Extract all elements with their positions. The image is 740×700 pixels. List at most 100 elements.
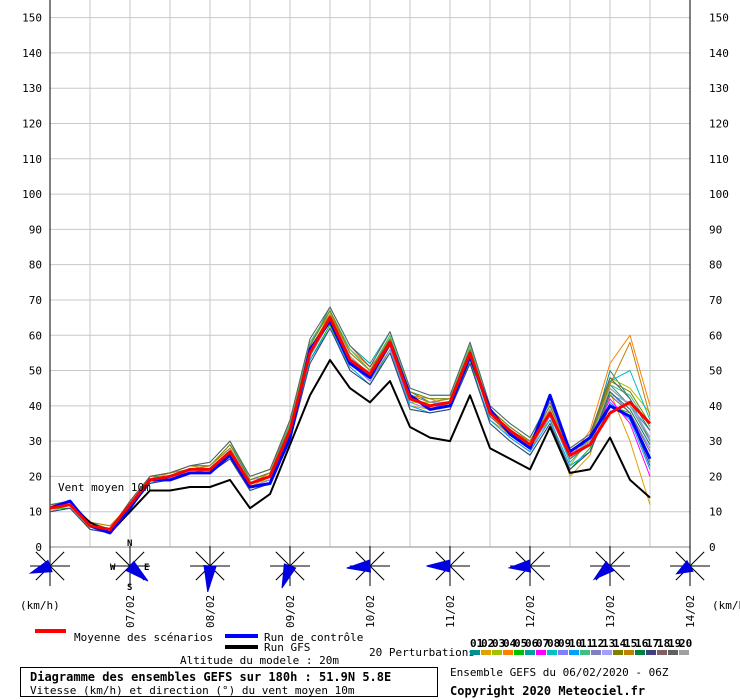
perturbation-id: 08 bbox=[547, 637, 560, 650]
x-tick-label: 10/02 bbox=[364, 595, 377, 628]
perturbation-id: 04 bbox=[503, 637, 517, 650]
rose-spoke bbox=[449, 565, 465, 581]
rose-spoke bbox=[289, 551, 305, 567]
wind-rose: N S E W bbox=[110, 539, 150, 593]
rose-spoke bbox=[529, 551, 545, 567]
compass-letter: S bbox=[127, 583, 132, 593]
y-tick-label-left: 150 bbox=[22, 12, 42, 25]
wind-unit-right: (km/h) bbox=[712, 599, 740, 612]
y-tick-label-left: 110 bbox=[22, 153, 42, 166]
perturbation-id: 07 bbox=[536, 637, 549, 650]
perturbation-id: 05 bbox=[514, 637, 527, 650]
series-line bbox=[49, 316, 652, 531]
info-box: Diagramme des ensembles GEFS sur 180h : … bbox=[20, 667, 438, 697]
wind-rose bbox=[670, 546, 710, 586]
y-tick-label-left: 120 bbox=[22, 118, 42, 131]
y-tick-label-left: 90 bbox=[29, 223, 42, 236]
perturbation-id: 01 bbox=[470, 637, 484, 650]
perturbation-swatch bbox=[492, 650, 502, 655]
y-tick-label-left: 30 bbox=[29, 435, 42, 448]
wind-rose bbox=[190, 546, 230, 593]
y-tick-label-left: 60 bbox=[29, 329, 42, 342]
wind-direction-wedge bbox=[507, 559, 532, 573]
perturbation-id: 16 bbox=[635, 637, 649, 650]
rose-spoke bbox=[209, 551, 225, 567]
rose-spoke bbox=[49, 565, 65, 581]
perturbation-swatch bbox=[580, 650, 590, 655]
perturbations-label: 20 Perturbations bbox=[369, 646, 475, 659]
perturbation-swatch bbox=[646, 650, 656, 655]
y-tick-label-right: 20 bbox=[709, 470, 722, 483]
rose-spoke bbox=[195, 551, 211, 567]
y-tick-label-right: 60 bbox=[709, 329, 722, 342]
perturbation-swatch bbox=[602, 650, 612, 655]
perturbation-id: 11 bbox=[580, 637, 594, 650]
perturbation-id: 18 bbox=[657, 637, 670, 650]
wind-direction-wedge bbox=[675, 559, 694, 575]
perturbation-swatch bbox=[657, 650, 667, 655]
perturbation-line bbox=[49, 306, 651, 530]
rose-spoke bbox=[49, 551, 65, 567]
rose-spoke bbox=[275, 551, 291, 567]
y-tick-label-left: 100 bbox=[22, 188, 42, 201]
compass-letter: W bbox=[110, 563, 116, 573]
rose-spoke bbox=[369, 565, 385, 581]
x-tick-label: 09/02 bbox=[284, 595, 297, 628]
x-tick-label: 13/02 bbox=[604, 595, 617, 628]
compass-letter: N bbox=[127, 539, 132, 549]
wind-direction-roses: N S E W bbox=[28, 539, 710, 593]
perturbation-swatch bbox=[591, 650, 601, 655]
perturbation-swatch bbox=[470, 650, 480, 655]
y-tick-label-left: 40 bbox=[29, 400, 42, 413]
y-tick-label-right: 70 bbox=[709, 294, 722, 307]
main-series-lines bbox=[49, 316, 652, 535]
y-tick-label-left: 50 bbox=[29, 365, 42, 378]
perturbation-swatch bbox=[613, 650, 623, 655]
y-tick-label-right: 10 bbox=[709, 506, 722, 519]
perturbation-id: 09 bbox=[558, 637, 571, 650]
y-tick-label-right: 50 bbox=[709, 365, 722, 378]
y-tick-label-right: 150 bbox=[709, 12, 729, 25]
wind-rose bbox=[28, 546, 70, 586]
perturbation-id: 12 bbox=[591, 637, 604, 650]
x-axis-ticks: 07/02 08/02 09/02 10/02 11/02 12/02 13/02 14/02 bbox=[124, 595, 697, 628]
perturbation-id: 19 bbox=[668, 637, 681, 650]
wind-rose bbox=[590, 546, 630, 586]
perturbation-id: 10 bbox=[569, 637, 582, 650]
perturbation-id: 03 bbox=[492, 637, 505, 650]
perturbation-id: 15 bbox=[624, 637, 637, 650]
y-tick-label-right: 0 bbox=[709, 541, 716, 554]
perturbation-id: 20 bbox=[679, 637, 692, 650]
series-label: Vent moyen 10m bbox=[58, 481, 151, 494]
x-tick-label: 14/02 bbox=[684, 595, 697, 628]
wind-direction-wedge bbox=[592, 560, 615, 581]
perturbation-swatch bbox=[525, 650, 535, 655]
legend-mean-label: Moyenne des scénarios bbox=[74, 631, 213, 644]
rose-spoke bbox=[449, 551, 465, 567]
wind-direction-wedge bbox=[28, 559, 53, 574]
series-line bbox=[49, 359, 651, 534]
y-tick-label-right: 120 bbox=[709, 118, 729, 131]
y-tick-label-right: 100 bbox=[709, 188, 729, 201]
rose-spoke bbox=[689, 551, 705, 567]
perturbation-id: 02 bbox=[481, 637, 494, 650]
model-altitude: Altitude du modele : 20m bbox=[180, 654, 339, 667]
y-tick-label-left: 0 bbox=[35, 541, 42, 554]
diagram-title: Diagramme des ensembles GEFS sur 180h : … bbox=[30, 670, 392, 684]
perturbation-swatch bbox=[503, 650, 513, 655]
y-tick-label-left: 70 bbox=[29, 294, 42, 307]
perturbation-swatch bbox=[547, 650, 557, 655]
legend-gfs-label: Run GFS bbox=[264, 641, 310, 654]
wind-unit-left: (km/h) bbox=[20, 599, 60, 612]
perturbation-swatch bbox=[679, 650, 689, 655]
rose-spoke bbox=[369, 551, 385, 567]
perturbation-swatch bbox=[481, 650, 491, 655]
wind-direction-wedge bbox=[426, 559, 451, 573]
perturbation-swatch bbox=[569, 650, 579, 655]
rose-spoke bbox=[529, 565, 545, 581]
perturbation-id: 17 bbox=[646, 637, 659, 650]
wind-rose bbox=[270, 546, 310, 589]
y-tick-label-right: 80 bbox=[709, 259, 722, 272]
